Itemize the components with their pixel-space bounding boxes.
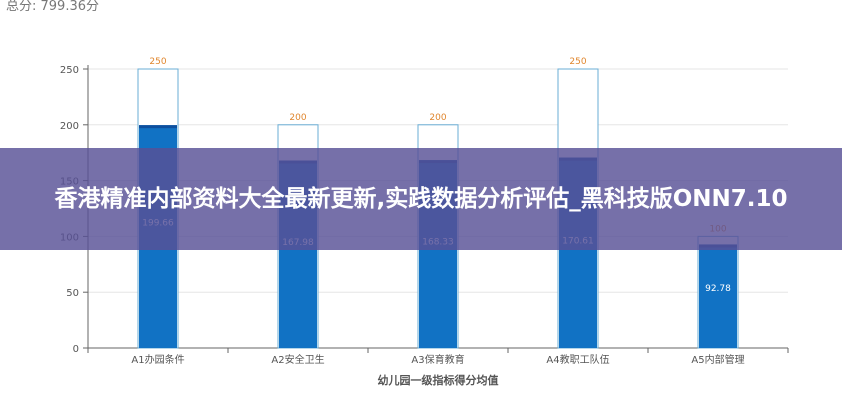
bar-value-cap xyxy=(139,125,177,129)
x-axis-title: 幼儿园一级指标得分均值 xyxy=(378,373,499,387)
y-tick-label: 0 xyxy=(73,344,79,355)
x-tick-label: A2安全卫生 xyxy=(271,353,324,366)
bar-max-label: 200 xyxy=(289,113,306,123)
x-tick-label: A1办园条件 xyxy=(131,353,184,366)
bar-max-label: 200 xyxy=(429,113,446,123)
x-tick-label: A5内部管理 xyxy=(691,353,744,366)
y-tick-label: 200 xyxy=(60,121,79,132)
y-tick-label: 50 xyxy=(66,288,79,299)
bar-max-label: 250 xyxy=(569,57,586,67)
bar-max-label: 250 xyxy=(149,57,166,67)
bar-value xyxy=(699,244,737,348)
y-tick-label: 250 xyxy=(60,65,79,76)
total-score: 总分: 799.36分 xyxy=(6,0,99,14)
title-banner: 香港精准内部资料大全最新更新,实践数据分析评估_黑科技版ONN7.10 xyxy=(0,148,842,250)
x-tick-label: A4教职工队伍 xyxy=(546,353,609,366)
bar-value-label: 92.78 xyxy=(705,284,731,294)
banner-title: 香港精准内部资料大全最新更新,实践数据分析评估_黑科技版ONN7.10 xyxy=(54,186,788,212)
x-tick-label: A3保育教育 xyxy=(411,353,464,366)
